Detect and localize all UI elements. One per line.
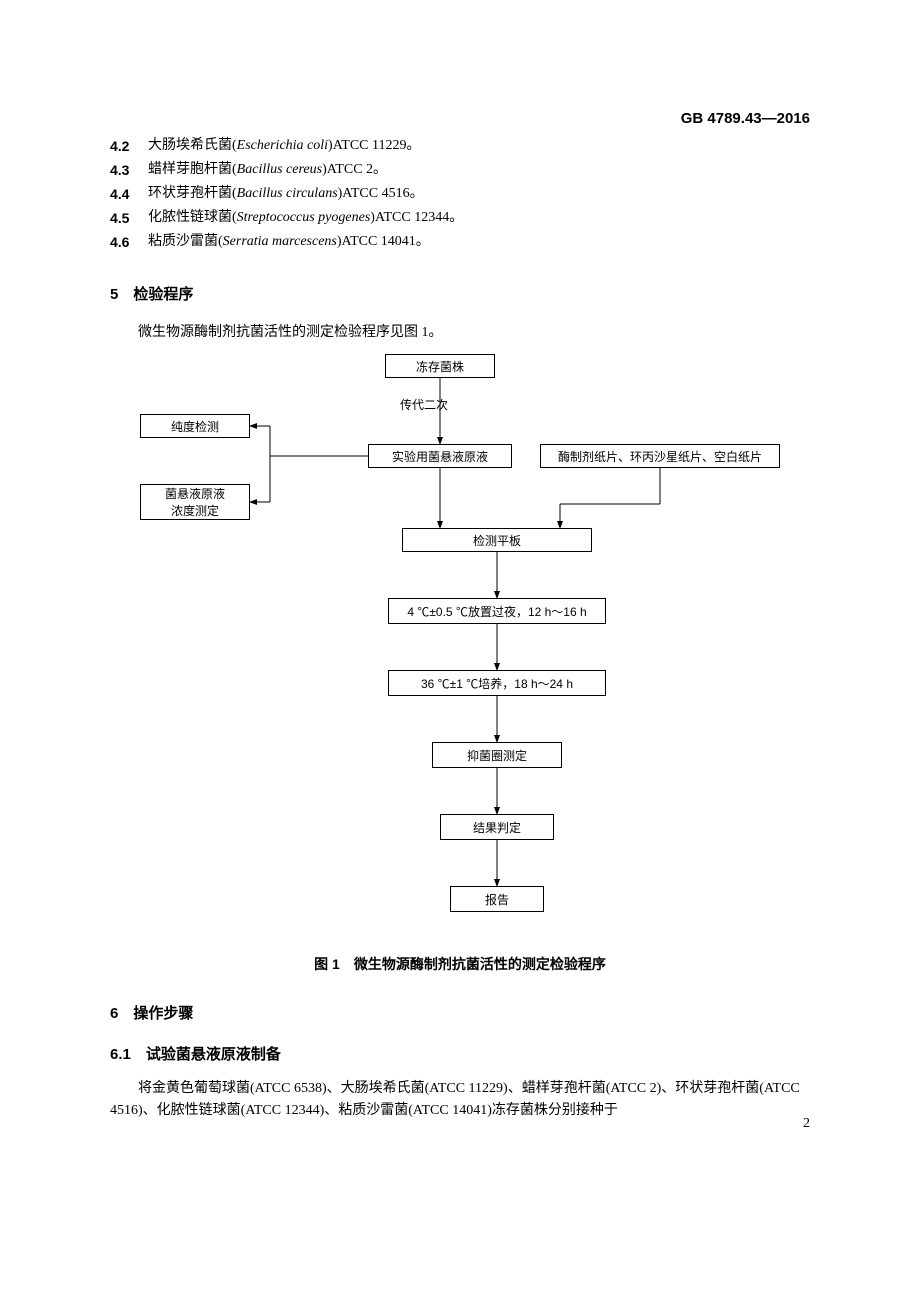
- flowchart-node-suspension: 实验用菌悬液原液: [368, 444, 512, 468]
- item-text: 大肠埃希氏菌(Escherichia coli)ATCC 11229。: [148, 135, 420, 157]
- item-num: 4.6: [110, 231, 148, 253]
- list-item: 4.6 粘质沙雷菌(Serratia marcescens)ATCC 14041…: [110, 231, 810, 253]
- flowchart-node-concentration: 菌悬液原液 浓度测定: [140, 484, 250, 520]
- item-text: 化脓性链球菌(Streptococcus pyogenes)ATCC 12344…: [148, 207, 463, 229]
- flowchart-node-inhibition-zone: 抑菌圈测定: [432, 742, 562, 768]
- section-5-heading: 5 检验程序: [110, 283, 810, 304]
- list-item: 4.3 蜡样芽胞杆菌(Bacillus cereus)ATCC 2。: [110, 159, 810, 181]
- item-num: 4.2: [110, 135, 148, 157]
- flowchart: 冻存菌株 传代二次 纯度检测 实验用菌悬液原液 酶制剂纸片、环丙沙星纸片、空白纸…: [110, 354, 810, 934]
- item-text: 蜡样芽胞杆菌(Bacillus cereus)ATCC 2。: [148, 159, 387, 181]
- flowchart-label-passage: 传代二次: [400, 396, 448, 413]
- section-6-heading: 6 操作步骤: [110, 1002, 810, 1023]
- section-5-intro: 微生物源酶制剂抗菌活性的测定检验程序见图 1。: [110, 322, 810, 344]
- figure-1-caption: 图 1 微生物源酶制剂抗菌活性的测定检验程序: [110, 954, 810, 974]
- section-6-1-para: 将金黄色葡萄球菌(ATCC 6538)、大肠埃希氏菌(ATCC 11229)、蜡…: [110, 1078, 810, 1122]
- item-num: 4.3: [110, 159, 148, 181]
- flowchart-node-purity: 纯度检测: [140, 414, 250, 438]
- flowchart-node-cold: 4 ℃±0.5 ℃放置过夜，12 h～16 h: [388, 598, 606, 624]
- item-num: 4.5: [110, 207, 148, 229]
- item-text: 粘质沙雷菌(Serratia marcescens)ATCC 14041。: [148, 231, 430, 253]
- flowchart-lines: [110, 354, 810, 934]
- flowchart-node-plate: 检测平板: [402, 528, 592, 552]
- strain-list: 4.2 大肠埃希氏菌(Escherichia coli)ATCC 11229。 …: [110, 135, 810, 253]
- item-num: 4.4: [110, 183, 148, 205]
- flowchart-node-reagent: 酶制剂纸片、环丙沙星纸片、空白纸片: [540, 444, 780, 468]
- standard-code: GB 4789.43—2016: [681, 110, 810, 127]
- flowchart-node-result: 结果判定: [440, 814, 554, 840]
- section-6-1-heading: 6.1 试验菌悬液原液制备: [110, 1043, 810, 1064]
- list-item: 4.4 环状芽孢杆菌(Bacillus circulans)ATCC 4516。: [110, 183, 810, 205]
- item-text: 环状芽孢杆菌(Bacillus circulans)ATCC 4516。: [148, 183, 424, 205]
- list-item: 4.5 化脓性链球菌(Streptococcus pyogenes)ATCC 1…: [110, 207, 810, 229]
- page-number: 2: [803, 1116, 810, 1132]
- list-item: 4.2 大肠埃希氏菌(Escherichia coli)ATCC 11229。: [110, 135, 810, 157]
- flowchart-node-report: 报告: [450, 886, 544, 912]
- flowchart-node-frozen: 冻存菌株: [385, 354, 495, 378]
- flowchart-node-incubate: 36 ℃±1 ℃培养，18 h～24 h: [388, 670, 606, 696]
